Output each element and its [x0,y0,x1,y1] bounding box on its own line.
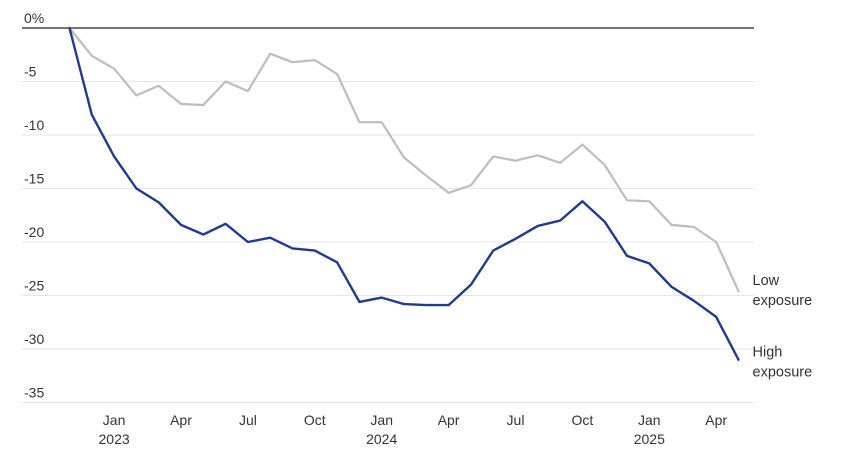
x-tick-label: Jul [239,412,257,428]
y-tick-label: -25 [24,278,44,294]
y-tick-label: -20 [24,224,44,240]
high-exposure-line [68,26,740,361]
x-tick-year-label: 2023 [99,431,130,447]
x-tick-label: Apr [438,412,460,428]
x-tick-label: Apr [705,412,727,428]
y-tick-label: -35 [24,385,44,401]
x-tick-label: Jan [638,412,661,428]
y-axis: 0% -5 -10 -15 -20 -25 -30 -35 [24,10,44,401]
x-tick-label: Jan [103,412,126,428]
y-tick-label: 0% [24,10,44,26]
high-exposure-label: High exposure [753,345,813,381]
x-tick-year-label: 2024 [366,431,397,447]
x-tick-label: Apr [170,412,192,428]
series-lines [68,26,740,361]
gridlines [22,27,754,403]
x-tick-label: Jul [507,412,525,428]
y-tick-label: -10 [24,117,44,133]
low-exposure-line [68,26,740,293]
x-tick-year-label: 2025 [634,431,665,447]
x-tick-label: Jan [370,412,393,428]
y-tick-label: -30 [24,331,44,347]
x-tick-label: Oct [304,412,326,428]
y-tick-label: -15 [24,171,44,187]
low-exposure-label: Low exposure [753,273,813,309]
x-axis: Jan 2023 Apr Jul Oct Jan 2024 Apr Jul Oct Jan 2025 A… [99,412,728,447]
y-tick-label: -5 [24,64,37,80]
series-labels: Low exposure High exposure [753,273,813,380]
x-tick-label: Oct [572,412,594,428]
